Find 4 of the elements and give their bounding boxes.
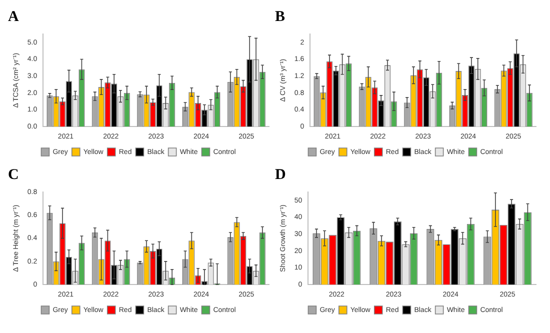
chart-title: C	[8, 166, 19, 183]
chart-title: D	[275, 166, 286, 183]
chart-title: A	[8, 8, 19, 25]
chart-title: B	[275, 8, 286, 25]
